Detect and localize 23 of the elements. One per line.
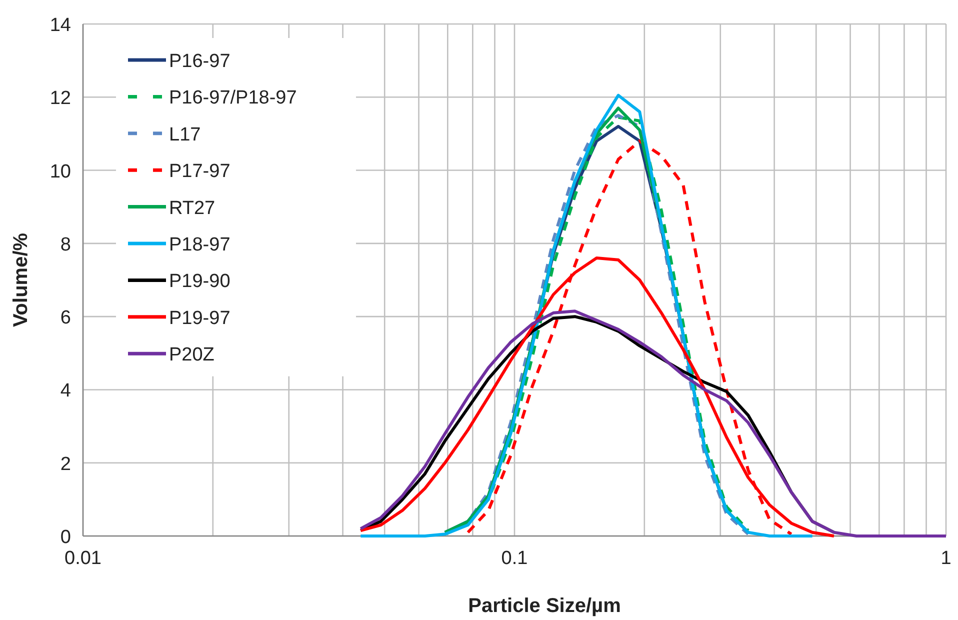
x-tick-label: 1: [940, 548, 952, 569]
y-tick-label: 12: [50, 88, 71, 110]
y-tick-label: 6: [60, 308, 71, 329]
legend-label: RT27: [169, 198, 216, 219]
legend-label: L17: [169, 124, 201, 146]
line-series: [359, 94, 814, 538]
legend-label: P16-97: [169, 51, 230, 72]
x-tick-label: 0.1: [501, 548, 528, 569]
legend-label: P16-97/P18-97: [169, 88, 297, 109]
legend-label: P20Z: [169, 344, 215, 366]
legend-label: P19-90: [169, 271, 230, 292]
legend-label: P18-97: [169, 234, 230, 256]
y-tick-label: 2: [60, 454, 71, 475]
y-axis-title: Volume/%: [10, 232, 32, 328]
y-tick-label: 0: [60, 527, 71, 548]
y-tick-label: 14: [50, 15, 72, 36]
legend-label: P19-97: [169, 308, 230, 329]
y-tick-label: 10: [50, 161, 71, 182]
y-tick-label: 4: [60, 380, 72, 402]
legend-label: P17-97: [169, 161, 230, 182]
y-tick-label: 8: [60, 234, 71, 256]
x-tick-label: 0.01: [64, 548, 102, 569]
x-axis-title: Particle Size/µm: [468, 595, 621, 617]
